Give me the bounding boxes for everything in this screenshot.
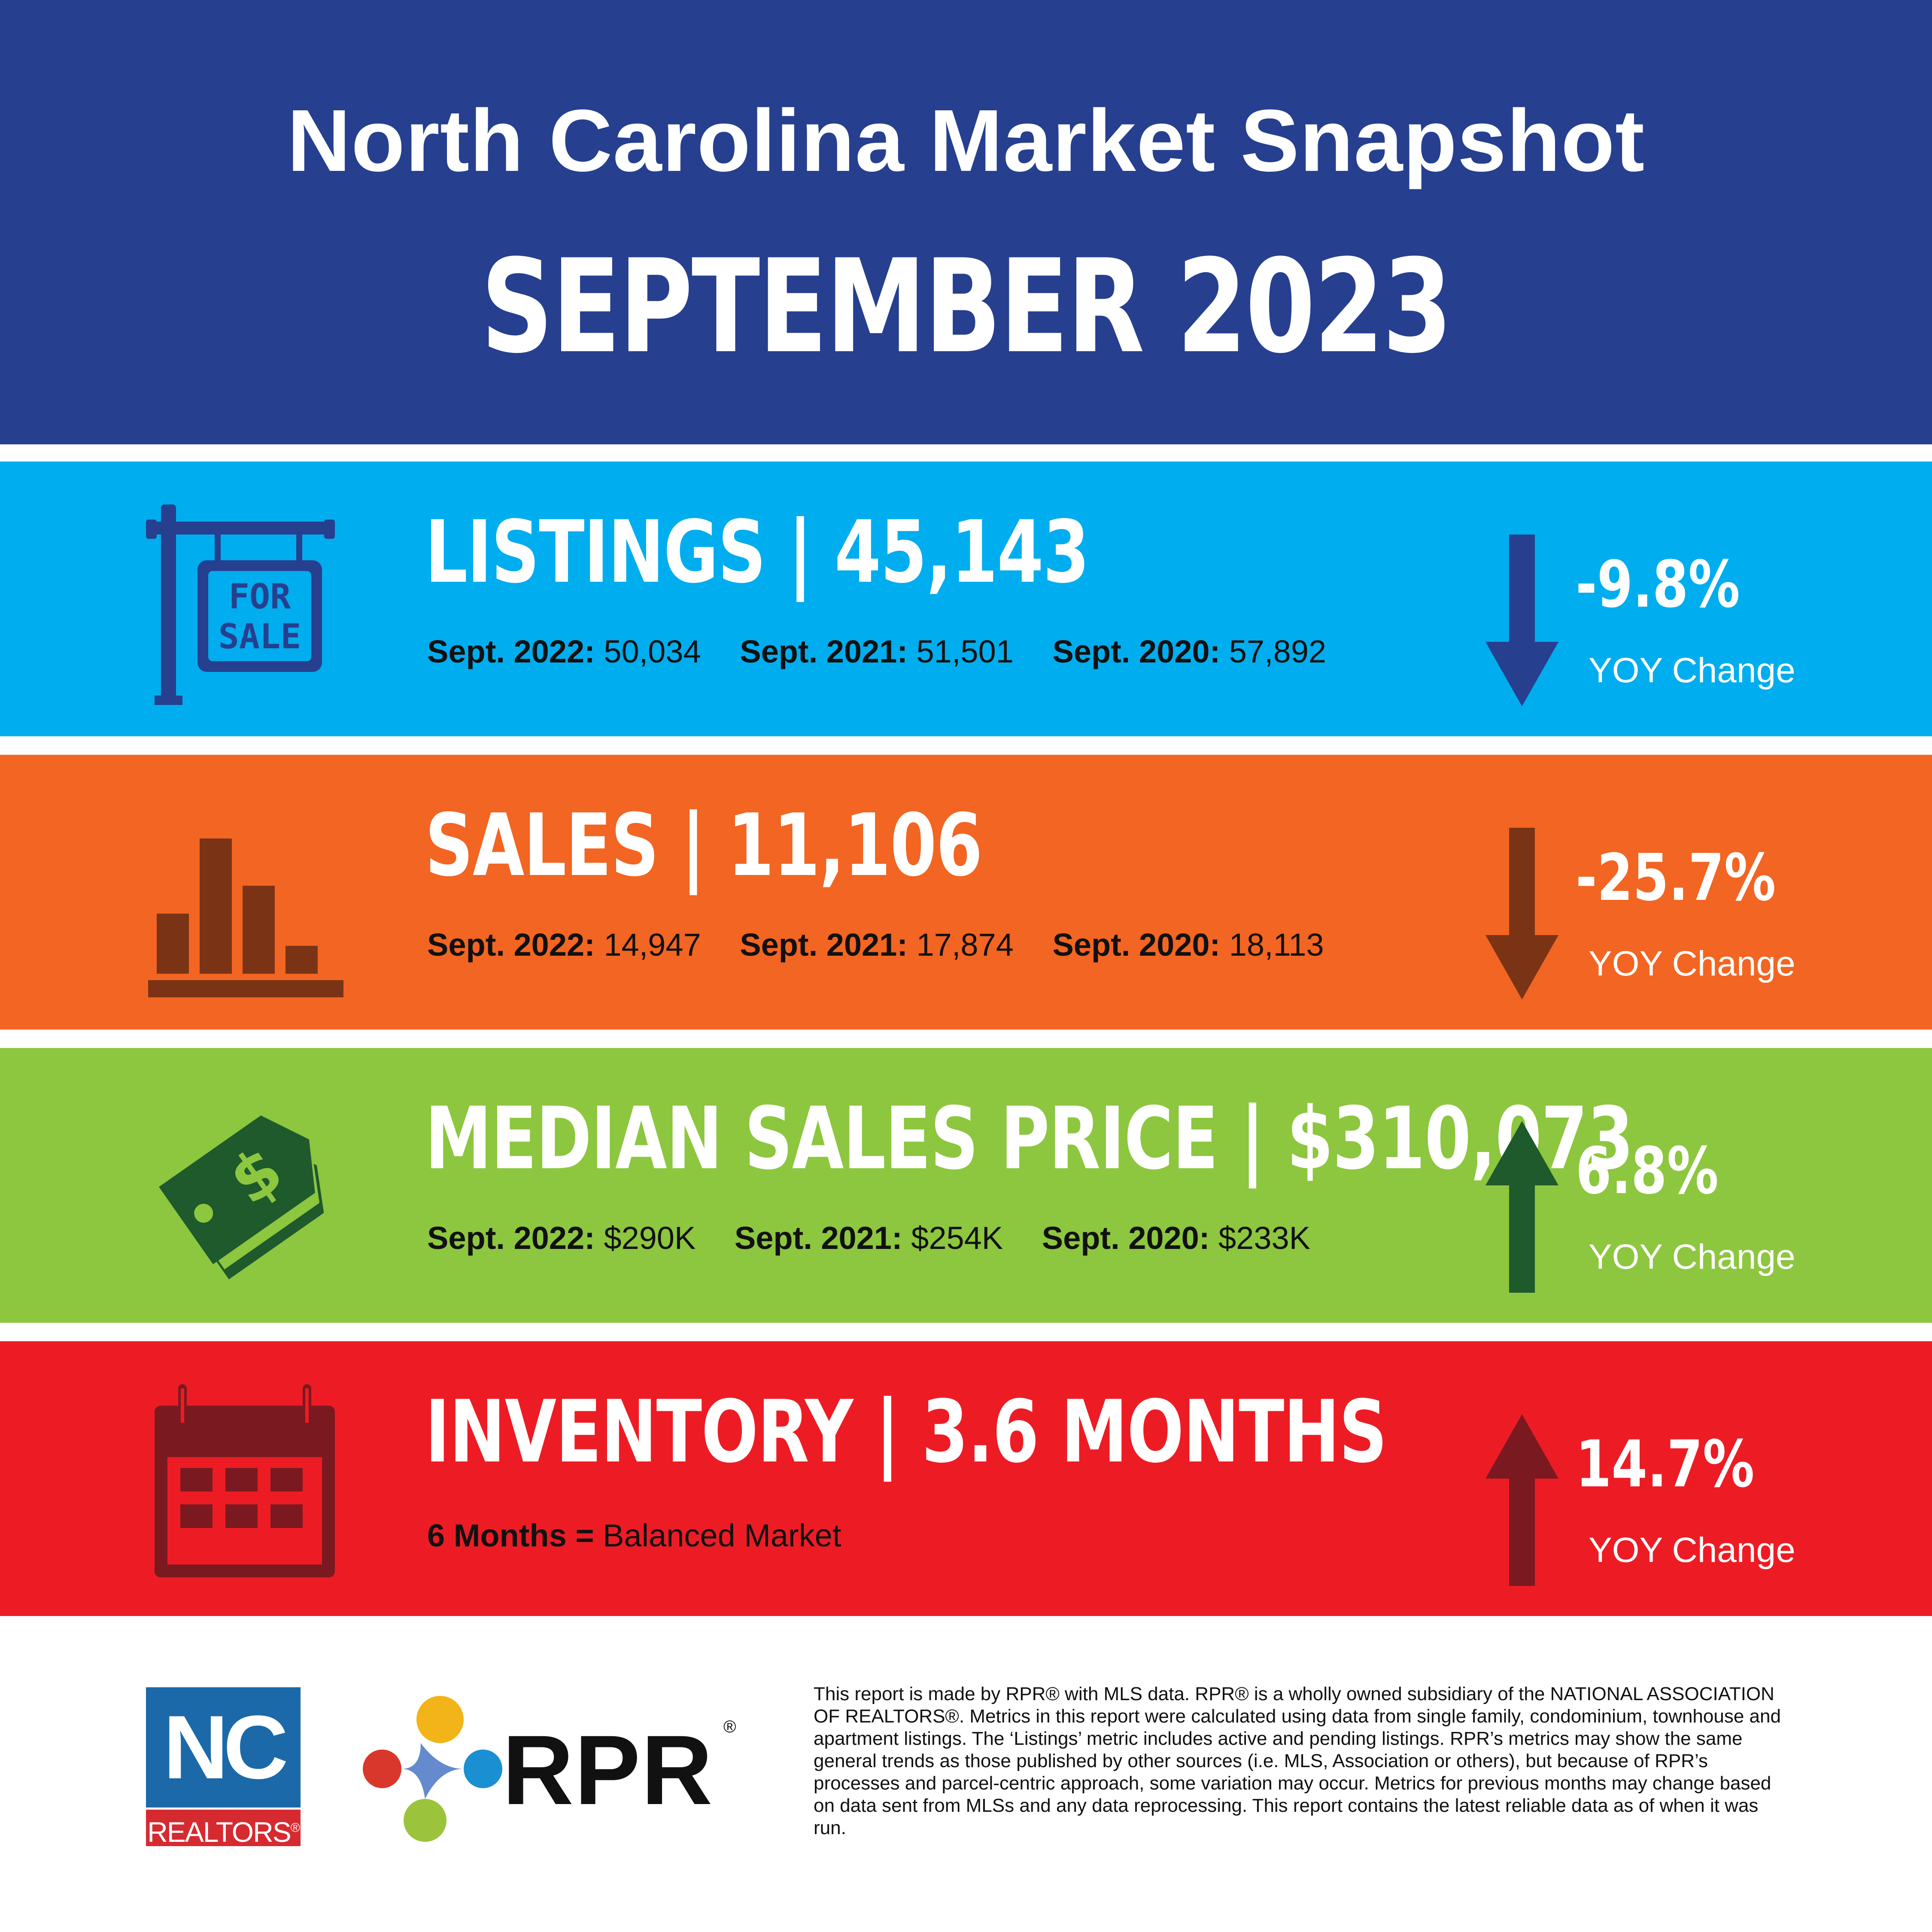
calendar-icon [155,1384,335,1577]
comparison-label: Sept. 2020: [1052,634,1221,669]
yoy-change-label: YOY Change [1589,651,1795,690]
median-price-yoy-change: 6.8% [1576,1134,1719,1209]
comparison-value: $233K [1218,1220,1311,1256]
rpr-logo: RPR ® [356,1692,743,1846]
inventory-band: INVENTORY | 3.6 MONTHS 6 Months = Balanc… [0,1341,1932,1616]
yoy-change-label: YOY Change [1589,1531,1795,1570]
arrow-up-icon [1485,1414,1558,1586]
inventory-headline: INVENTORY | 3.6 MONTHS [425,1382,1387,1482]
comparison-label: Sept. 2022: [427,634,595,669]
page-subtitle: SEPTEMBER 2023 [481,232,1452,382]
comparison-value: $254K [911,1220,1003,1256]
disclaimer-text: This report is made by RPR® with MLS dat… [814,1683,1781,1838]
price-tag-icon: $ [159,1115,324,1279]
inventory-note: 6 Months = Balanced Market [427,1517,841,1554]
comparison-label: Sept. 2022: [427,1220,595,1256]
median-price-band: $ MEDIAN SALES PRICE | $310,073 Sept. 20… [0,1048,1932,1323]
sign-text-for: FOR [229,577,291,617]
nc-realtors-logo: NC REALTORS® [146,1687,301,1848]
comparison-label: Sept. 2022: [427,927,595,963]
listings-yoy-change: -9.8% [1576,547,1740,622]
page-title: North Carolina Market Snapshot [287,91,1645,190]
sales-comparisons: Sept. 2022: 14,947 Sept. 2021: 17,874 Se… [427,927,1324,963]
inventory-yoy-change: 14.7% [1576,1427,1755,1502]
yoy-change-label: YOY Change [1589,1237,1795,1276]
rpr-registered-mark: ® [723,1717,736,1736]
comparison-label: Sept. 2020: [1042,1220,1210,1256]
comparison-label: Sept. 2021: [740,634,908,669]
yoy-change-label: YOY Change [1589,944,1795,983]
rpr-wordmark: RPR [502,1715,714,1825]
comparison-value: 57,892 [1229,634,1327,669]
inventory-note-rest: Balanced Market [603,1518,841,1553]
comparison-value: 17,874 [916,927,1014,963]
sign-text-sale: SALE [219,617,301,656]
sales-yoy-change: -25.7% [1576,841,1776,915]
bar-chart-icon [148,838,343,997]
comparison-label: Sept. 2021: [734,1220,902,1256]
comparison-value: $290K [604,1220,696,1256]
sales-headline: SALES | 11,106 [425,796,983,896]
arrow-up-icon [1485,1121,1558,1293]
median-price-headline: MEDIAN SALES PRICE | $310,073 [425,1089,1634,1189]
arrow-down-icon [1485,535,1558,706]
rpr-logo-mark [363,1696,502,1842]
header-banner: North Carolina Market Snapshot SEPTEMBER… [0,0,1932,444]
median-price-comparisons: Sept. 2022: $290K Sept. 2021: $254K Sept… [427,1220,1310,1256]
listings-comparisons: Sept. 2022: 50,034 Sept. 2021: 51,501 Se… [427,633,1326,670]
nc-logo-wordmark: REALTORS® [146,1810,301,1848]
comparison-value: 14,947 [604,927,701,963]
comparison-label: Sept. 2021: [740,927,908,963]
for-sale-sign-icon: FOR SALE [146,504,335,705]
comparison-value: 18,113 [1229,927,1324,963]
comparison-label: Sept. 2020: [1052,927,1221,963]
listings-headline: LISTINGS | 45,143 [425,502,1090,602]
inventory-note-bold: 6 Months = [427,1518,594,1553]
sales-band: SALES | 11,106 Sept. 2022: 14,947 Sept. … [0,755,1932,1030]
comparison-value: 50,034 [604,634,701,669]
arrow-down-icon [1485,828,1558,999]
nc-logo-mark: NC [146,1687,301,1807]
listings-band: FOR SALE LISTINGS | 45,143 Sept. 2022: 5… [0,462,1932,736]
comparison-value: 51,501 [916,634,1014,669]
